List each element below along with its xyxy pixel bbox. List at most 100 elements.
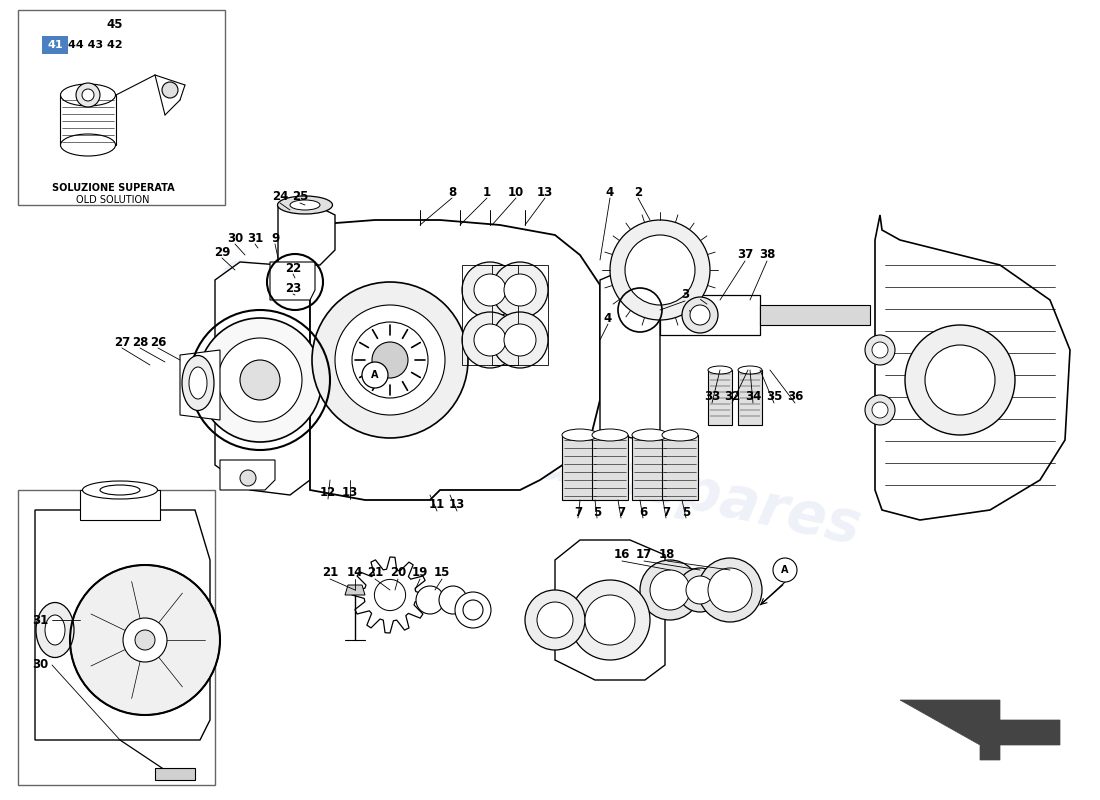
Circle shape [625, 235, 695, 305]
Circle shape [455, 592, 491, 628]
Polygon shape [556, 540, 666, 680]
Polygon shape [270, 262, 315, 300]
Circle shape [463, 600, 483, 620]
Text: 13: 13 [449, 498, 465, 511]
Circle shape [336, 305, 446, 415]
Text: 21: 21 [367, 566, 383, 579]
Polygon shape [760, 305, 870, 325]
Bar [18, 490, 214, 785]
Polygon shape [592, 435, 628, 500]
Text: 28: 28 [132, 335, 148, 349]
Text: 44 43 42: 44 43 42 [68, 40, 122, 50]
Text: 30: 30 [227, 231, 243, 245]
Circle shape [462, 262, 518, 318]
Text: 5: 5 [682, 506, 690, 518]
Text: 26: 26 [150, 335, 166, 349]
Ellipse shape [738, 366, 762, 374]
Text: 10: 10 [508, 186, 524, 198]
Polygon shape [80, 490, 160, 520]
Ellipse shape [662, 429, 698, 441]
Circle shape [312, 282, 468, 438]
Ellipse shape [632, 429, 668, 441]
Text: 27: 27 [114, 335, 130, 349]
Text: 5: 5 [593, 506, 601, 518]
Circle shape [678, 568, 722, 612]
Ellipse shape [60, 84, 116, 106]
Polygon shape [874, 215, 1070, 520]
Circle shape [416, 586, 444, 614]
Circle shape [682, 297, 718, 333]
Ellipse shape [60, 134, 116, 156]
Text: 34: 34 [745, 390, 761, 403]
Circle shape [198, 318, 322, 442]
Ellipse shape [36, 602, 74, 658]
Circle shape [504, 274, 536, 306]
Polygon shape [900, 700, 1060, 760]
Text: 37: 37 [737, 249, 754, 262]
Ellipse shape [562, 429, 598, 441]
Text: 19: 19 [411, 566, 428, 579]
Circle shape [537, 602, 573, 638]
Circle shape [70, 565, 220, 715]
Polygon shape [708, 370, 732, 425]
Polygon shape [562, 435, 598, 500]
Text: 11: 11 [429, 498, 446, 511]
Bar [42, 36, 68, 54]
Circle shape [492, 262, 548, 318]
Text: 23: 23 [285, 282, 301, 294]
Ellipse shape [82, 481, 157, 499]
Circle shape [123, 618, 167, 662]
Bar [155, 768, 195, 780]
Circle shape [439, 586, 468, 614]
Polygon shape [632, 435, 668, 500]
Ellipse shape [290, 200, 320, 210]
Circle shape [352, 322, 428, 398]
Bar [18, 10, 226, 205]
Circle shape [362, 362, 388, 388]
Circle shape [135, 630, 155, 650]
Text: 7: 7 [662, 506, 670, 518]
Circle shape [773, 558, 798, 582]
Text: 7: 7 [574, 506, 582, 518]
Text: 6: 6 [639, 506, 647, 518]
Text: 13: 13 [342, 486, 359, 499]
Text: 21: 21 [322, 566, 338, 579]
Text: 9: 9 [271, 231, 279, 245]
Circle shape [570, 580, 650, 660]
Text: 45: 45 [107, 18, 123, 30]
Text: 16: 16 [614, 549, 630, 562]
Text: 18: 18 [659, 549, 675, 562]
Circle shape [462, 312, 518, 368]
Text: 41: 41 [47, 40, 63, 50]
Text: 33: 33 [704, 390, 720, 403]
Text: 3: 3 [681, 289, 689, 302]
Polygon shape [180, 350, 220, 420]
Text: eurospares: eurospares [213, 244, 586, 376]
Circle shape [686, 576, 714, 604]
Circle shape [374, 579, 406, 610]
Circle shape [240, 470, 256, 486]
Text: 30: 30 [32, 658, 48, 671]
Circle shape [585, 595, 635, 645]
Text: eurospares: eurospares [494, 424, 867, 556]
Text: 2: 2 [634, 186, 642, 198]
Ellipse shape [592, 429, 628, 441]
Text: OLD SOLUTION: OLD SOLUTION [76, 195, 150, 205]
Ellipse shape [100, 485, 140, 495]
Text: 8: 8 [448, 186, 456, 198]
Text: 36: 36 [786, 390, 803, 403]
Text: 22: 22 [285, 262, 301, 274]
Text: 31: 31 [32, 614, 48, 626]
Text: 20: 20 [389, 566, 406, 579]
Circle shape [82, 89, 94, 101]
Ellipse shape [45, 615, 65, 645]
Text: 14: 14 [346, 566, 363, 579]
Text: 12: 12 [320, 486, 337, 499]
Text: 4: 4 [604, 311, 612, 325]
Text: 32: 32 [724, 390, 740, 403]
Circle shape [690, 305, 710, 325]
Polygon shape [278, 205, 336, 265]
Circle shape [905, 325, 1015, 435]
Text: 24: 24 [272, 190, 288, 203]
Text: 17: 17 [636, 549, 652, 562]
